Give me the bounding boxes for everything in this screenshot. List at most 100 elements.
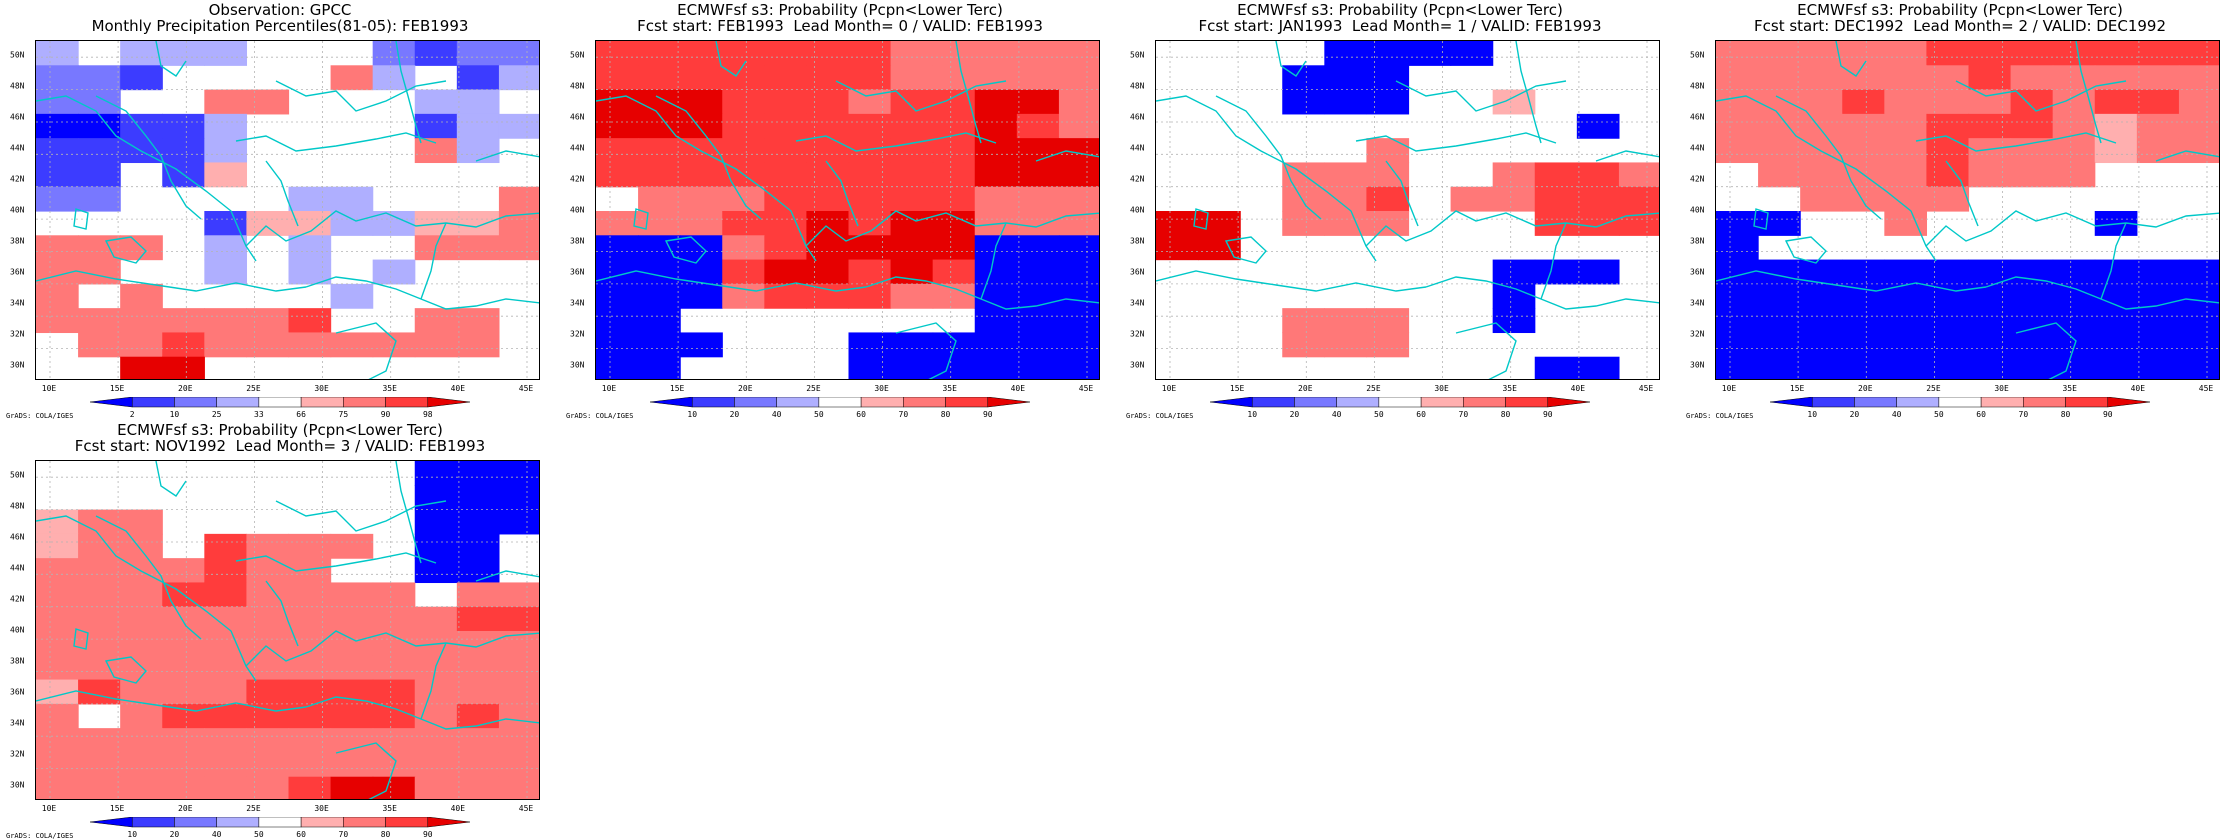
grid-cell bbox=[1016, 356, 1060, 379]
coastline bbox=[475, 570, 539, 582]
lat-tick-label: 46N bbox=[570, 112, 585, 122]
lat-tick-label: 44N bbox=[10, 143, 25, 153]
colorbar-label: 20 bbox=[729, 410, 740, 419]
colorbar-label: 80 bbox=[940, 410, 951, 419]
colorbar-swatch bbox=[258, 397, 302, 408]
grid-cell bbox=[890, 65, 934, 91]
colorbar-label: 60 bbox=[296, 830, 306, 839]
grid-cell bbox=[1058, 41, 1099, 66]
grid-cell bbox=[1016, 186, 1060, 212]
grid-cell bbox=[36, 631, 79, 656]
grid-cell bbox=[78, 138, 121, 164]
lon-tick-label: 10E bbox=[601, 384, 617, 393]
grid-cell bbox=[1800, 41, 1843, 66]
grid-cell bbox=[372, 41, 416, 66]
grid-cell bbox=[1576, 113, 1620, 139]
grid-cell bbox=[1716, 283, 1759, 309]
grid-cell bbox=[2178, 89, 2219, 115]
grads-credit: GrADS: COLA/IGES bbox=[566, 412, 634, 420]
grid-cell bbox=[890, 138, 934, 164]
grid-cell bbox=[78, 728, 121, 754]
grid-cell bbox=[120, 65, 163, 91]
grid-cell bbox=[1800, 162, 1843, 188]
grid-cell bbox=[288, 308, 332, 334]
grid-cell bbox=[1492, 283, 1536, 309]
grid-cell bbox=[638, 65, 681, 91]
panel-title: ECMWFsf s3: Probability (Pcpn<Lower Terc… bbox=[1237, 1, 1563, 19]
grid-cell bbox=[1282, 308, 1325, 334]
lon-tick-label: 30E bbox=[1434, 384, 1449, 393]
coastline bbox=[1156, 95, 1377, 262]
lat-tick-label: 36N bbox=[10, 267, 25, 277]
coastline bbox=[795, 132, 997, 152]
colorbar-swatch bbox=[300, 397, 344, 408]
grid-cell bbox=[1926, 89, 1970, 115]
grid-cell bbox=[1926, 162, 1970, 188]
map-frame bbox=[1715, 40, 2220, 380]
grid-cell bbox=[78, 113, 121, 139]
grid-cell bbox=[456, 728, 500, 754]
colorbar-swatch bbox=[987, 397, 1030, 408]
grid-cell bbox=[1058, 186, 1099, 212]
colorbar-swatch bbox=[945, 397, 989, 408]
grid-cell bbox=[120, 606, 163, 632]
panel-subtitle: Fcst start: JAN1993 Lead Month= 1 / VALI… bbox=[1198, 17, 1602, 35]
grid-cell bbox=[596, 308, 639, 334]
grid-cell bbox=[1366, 211, 1410, 236]
panel-subtitle: Fcst start: FEB1993 Lead Month= 0 / VALI… bbox=[637, 17, 1043, 35]
colorbar-swatch bbox=[427, 817, 470, 828]
grid-cell bbox=[680, 89, 723, 115]
lon-tick-label: 40E bbox=[1010, 384, 1026, 393]
grid-cell bbox=[246, 308, 290, 334]
lon-tick-label: 20E bbox=[738, 384, 753, 393]
grid-cell bbox=[2178, 308, 2219, 334]
grid-cell bbox=[1968, 41, 2012, 66]
grid-cell bbox=[848, 113, 892, 139]
coastline bbox=[1595, 150, 1659, 162]
grid-cell bbox=[806, 211, 850, 236]
coastline bbox=[980, 222, 1007, 300]
grid-cell bbox=[974, 65, 1018, 91]
coastline bbox=[395, 41, 422, 144]
grid-cell bbox=[1324, 162, 1368, 188]
grid-cell bbox=[1842, 138, 1885, 164]
grid-cell bbox=[2178, 332, 2219, 358]
grid-cell bbox=[1884, 308, 1928, 334]
colorbar-swatch bbox=[216, 397, 260, 408]
grid-cell bbox=[722, 259, 765, 285]
colorbar-swatch bbox=[903, 397, 946, 408]
grid-cell bbox=[1884, 113, 1928, 139]
grid-cell bbox=[1492, 162, 1536, 188]
grid-cell bbox=[2094, 113, 2138, 139]
grid-cell bbox=[1618, 186, 1659, 212]
grid-cell bbox=[2136, 65, 2180, 91]
colorbar-label: 40 bbox=[211, 830, 222, 839]
lat-tick-label: 34N bbox=[10, 298, 25, 308]
grid-cell bbox=[1016, 235, 1060, 261]
grid-cell bbox=[1800, 356, 1843, 379]
grid-cell bbox=[246, 582, 290, 608]
grid-cell bbox=[1800, 65, 1843, 91]
grid-cell bbox=[680, 211, 723, 236]
grid-cell bbox=[246, 89, 290, 115]
grid-cell bbox=[288, 752, 332, 778]
grid-cell bbox=[204, 776, 248, 799]
grid-cell bbox=[1016, 65, 1060, 91]
grid-cell bbox=[120, 752, 163, 778]
colorbar-swatch bbox=[1378, 397, 1422, 408]
lon-tick-label: 20E bbox=[1858, 384, 1873, 393]
coastline bbox=[1224, 236, 1267, 264]
grid-cell bbox=[204, 235, 248, 261]
grid-cell bbox=[1716, 235, 1759, 261]
panel-title: ECMWFsf s3: Probability (Pcpn<Lower Terc… bbox=[117, 421, 443, 439]
grid-cell bbox=[1926, 138, 1970, 164]
lat-tick-label: 36N bbox=[1690, 267, 1705, 277]
grid-cell bbox=[1926, 186, 1970, 212]
grid-cell bbox=[372, 582, 416, 608]
grid-cell bbox=[246, 332, 290, 358]
grid-cell bbox=[1800, 186, 1843, 212]
coastline bbox=[73, 208, 89, 230]
colorbar-swatch bbox=[131, 397, 175, 408]
colorbar-swatch bbox=[1210, 397, 1253, 408]
grid-cell bbox=[1968, 356, 2012, 379]
